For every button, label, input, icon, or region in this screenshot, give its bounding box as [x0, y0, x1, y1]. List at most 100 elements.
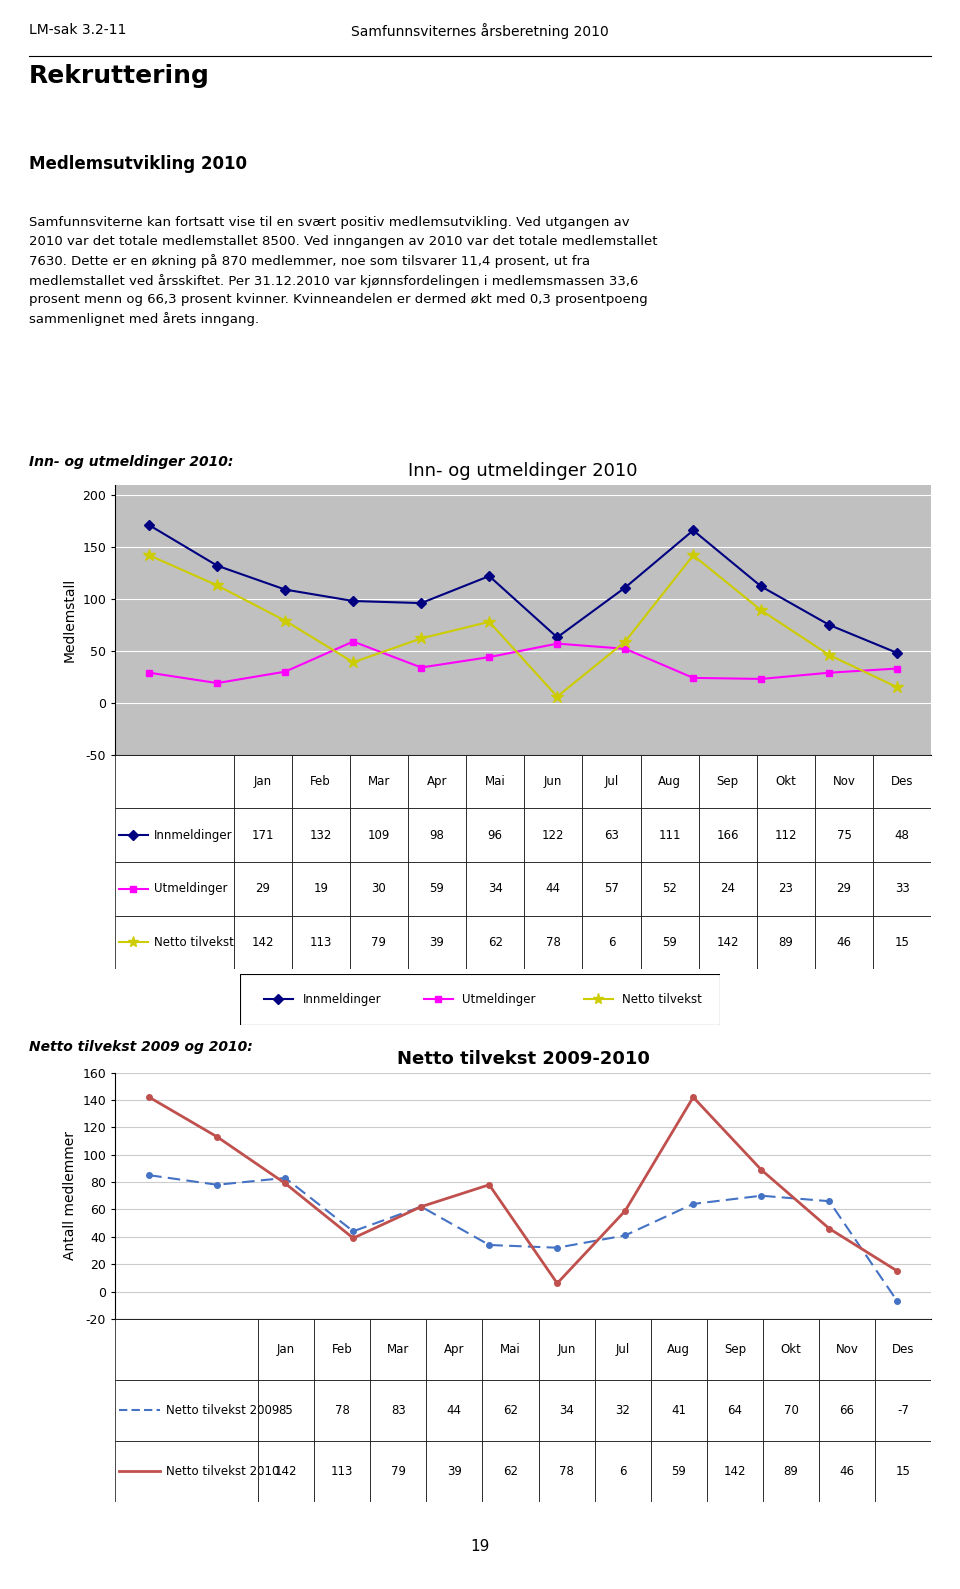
Text: Netto tilvekst: Netto tilvekst	[622, 993, 703, 1006]
Bar	[583, 755, 640, 809]
Text: 32: 32	[615, 1403, 630, 1417]
Bar	[408, 755, 467, 809]
Text: Apr: Apr	[427, 775, 447, 788]
Bar	[539, 1319, 594, 1379]
Text: 34: 34	[559, 1403, 574, 1417]
Text: 23: 23	[779, 882, 793, 895]
Text: 46: 46	[836, 936, 852, 949]
Text: 98: 98	[429, 829, 444, 842]
Bar	[640, 755, 699, 809]
Bar	[651, 1319, 707, 1379]
Text: Netto tilvekst 2009: Netto tilvekst 2009	[166, 1403, 279, 1417]
Text: 113: 113	[331, 1465, 353, 1478]
Text: Mar: Mar	[387, 1343, 409, 1355]
Bar	[482, 1379, 539, 1441]
Text: -7: -7	[898, 1403, 909, 1417]
Title: Inn- og utmeldinger 2010: Inn- og utmeldinger 2010	[408, 462, 638, 480]
Bar	[707, 1441, 763, 1502]
Bar	[699, 915, 756, 969]
Bar	[524, 809, 583, 861]
Bar	[815, 755, 873, 809]
Text: Innmeldinger: Innmeldinger	[302, 993, 381, 1006]
Text: 64: 64	[728, 1403, 742, 1417]
Text: Utmeldinger: Utmeldinger	[463, 993, 536, 1006]
Text: 15: 15	[896, 1465, 911, 1478]
Bar	[233, 861, 292, 915]
Text: Aug: Aug	[658, 775, 681, 788]
Bar	[292, 861, 349, 915]
Bar	[115, 1379, 258, 1441]
Bar	[583, 861, 640, 915]
Bar	[314, 1441, 371, 1502]
Bar	[426, 1441, 482, 1502]
Bar	[763, 1319, 819, 1379]
Bar	[873, 915, 931, 969]
Bar	[583, 809, 640, 861]
Bar	[349, 809, 408, 861]
Bar	[408, 861, 467, 915]
Bar	[707, 1379, 763, 1441]
Text: 24: 24	[720, 882, 735, 895]
Text: Mai: Mai	[485, 775, 506, 788]
Bar	[426, 1319, 482, 1379]
Bar	[524, 915, 583, 969]
Text: Feb: Feb	[332, 1343, 352, 1355]
Bar	[115, 861, 233, 915]
Text: 142: 142	[724, 1465, 746, 1478]
Bar	[873, 861, 931, 915]
Text: 44: 44	[546, 882, 561, 895]
Text: Nov: Nov	[832, 775, 855, 788]
Text: 44: 44	[446, 1403, 462, 1417]
Bar	[258, 1441, 314, 1502]
Text: Jun: Jun	[558, 1343, 576, 1355]
Text: Okt: Okt	[780, 1343, 802, 1355]
Bar	[408, 915, 467, 969]
Bar	[292, 915, 349, 969]
Text: Samfunnsviterne kan fortsatt vise til en svært positiv medlemsutvikling. Ved utg: Samfunnsviterne kan fortsatt vise til en…	[29, 216, 658, 326]
Bar	[349, 755, 408, 809]
Bar	[594, 1441, 651, 1502]
Text: Jan: Jan	[277, 1343, 295, 1355]
Bar	[426, 1379, 482, 1441]
Text: Netto tilvekst 2009 og 2010:: Netto tilvekst 2009 og 2010:	[29, 1041, 252, 1054]
Text: 142: 142	[275, 1465, 298, 1478]
Bar	[524, 755, 583, 809]
Bar	[699, 809, 756, 861]
Bar	[292, 755, 349, 809]
Text: 39: 39	[429, 936, 444, 949]
Text: 19: 19	[470, 1540, 490, 1554]
Title: Netto tilvekst 2009-2010: Netto tilvekst 2009-2010	[396, 1050, 650, 1068]
Text: 83: 83	[391, 1403, 406, 1417]
Text: 15: 15	[895, 936, 909, 949]
Bar	[707, 1319, 763, 1379]
Bar	[115, 755, 233, 809]
Text: 30: 30	[372, 882, 386, 895]
Bar	[258, 1379, 314, 1441]
Text: 33: 33	[895, 882, 909, 895]
Text: Jul: Jul	[615, 1343, 630, 1355]
Text: 89: 89	[779, 936, 793, 949]
Text: 112: 112	[775, 829, 797, 842]
Text: 111: 111	[659, 829, 681, 842]
Text: 46: 46	[840, 1465, 854, 1478]
Text: 66: 66	[840, 1403, 854, 1417]
Bar	[233, 915, 292, 969]
Bar	[594, 1379, 651, 1441]
Bar	[819, 1379, 876, 1441]
Bar	[314, 1319, 371, 1379]
Bar	[873, 755, 931, 809]
Bar	[815, 915, 873, 969]
Text: 62: 62	[488, 936, 503, 949]
Text: 70: 70	[783, 1403, 799, 1417]
Bar	[699, 861, 756, 915]
Text: Des: Des	[892, 1343, 914, 1355]
Text: Sep: Sep	[717, 775, 739, 788]
Bar	[115, 1441, 258, 1502]
Bar	[640, 861, 699, 915]
Text: 109: 109	[368, 829, 390, 842]
Bar	[314, 1379, 371, 1441]
Text: Sep: Sep	[724, 1343, 746, 1355]
Bar	[815, 809, 873, 861]
Text: 41: 41	[671, 1403, 686, 1417]
Bar	[763, 1379, 819, 1441]
